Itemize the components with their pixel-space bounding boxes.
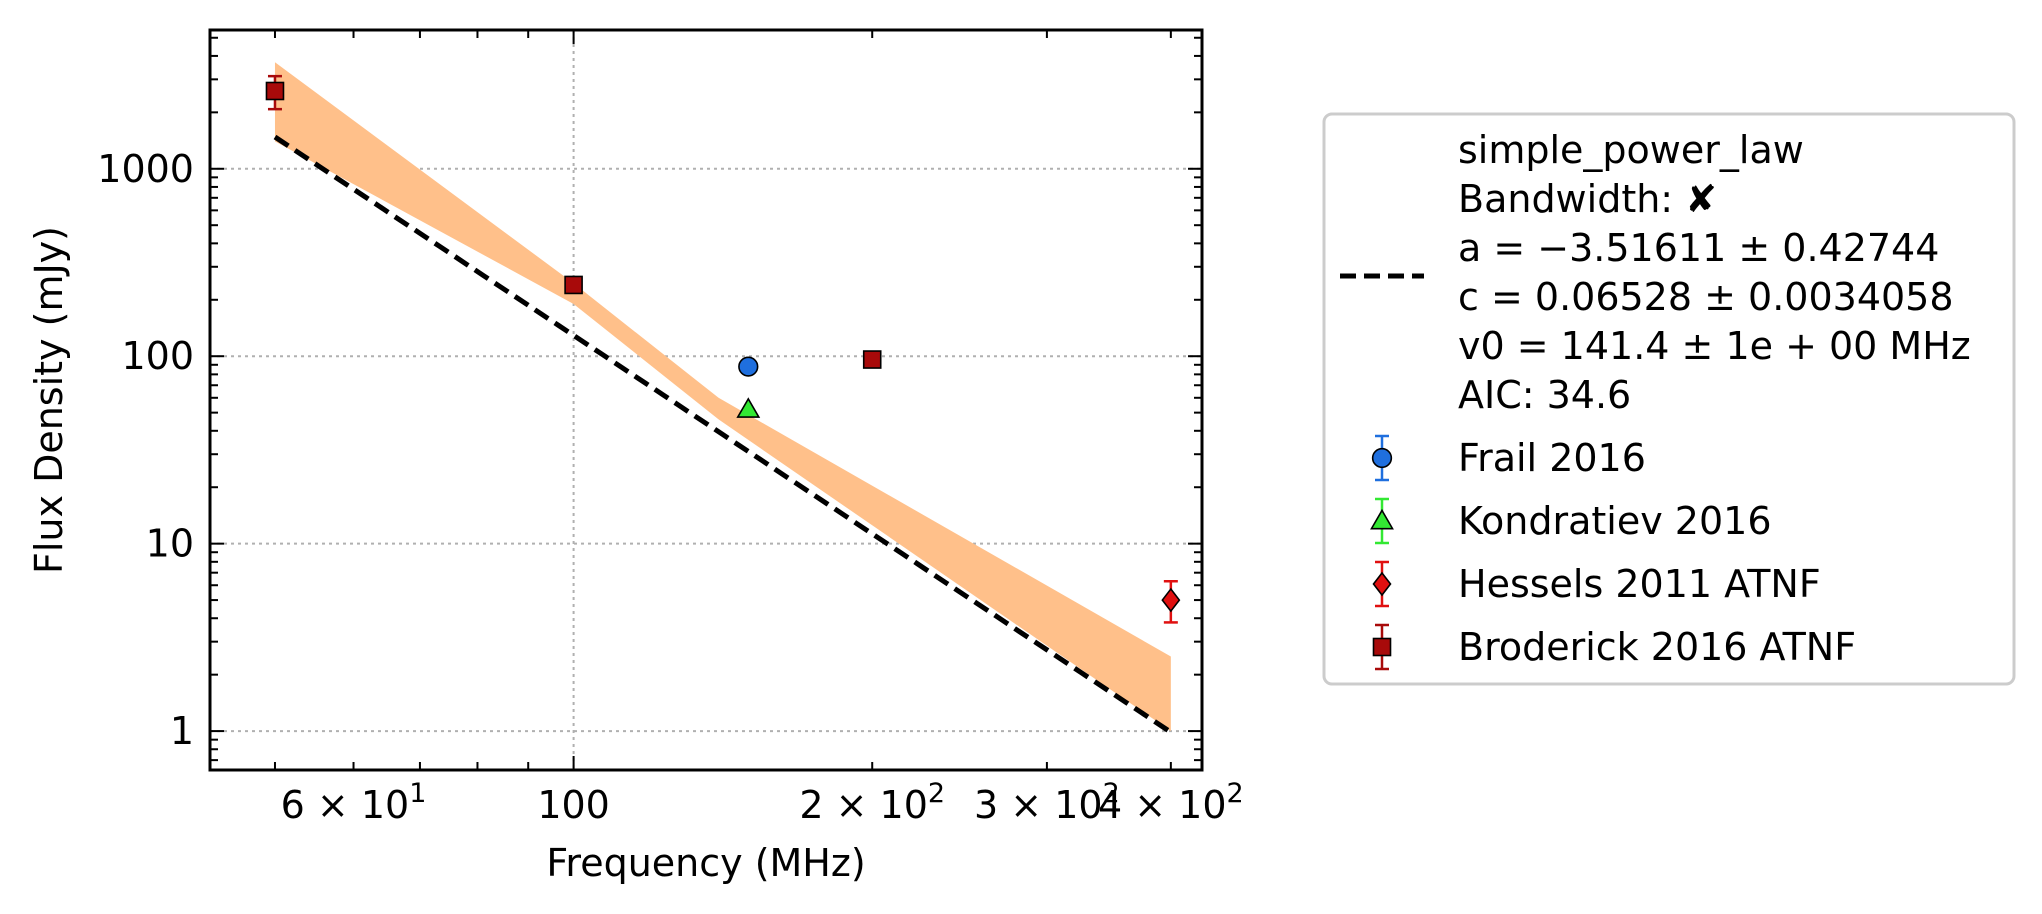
legend-marker — [1372, 571, 1392, 597]
data-point — [564, 275, 583, 295]
x-tick-label-base: 4 × 10 — [1098, 783, 1227, 827]
x-tick-label-base: 3 × 10 — [974, 783, 1103, 827]
data-point — [862, 350, 882, 369]
legend-marker — [1370, 508, 1394, 530]
fit-line-layer — [273, 134, 1173, 735]
x-tick-label: 4 × 102 — [1098, 778, 1244, 827]
data-point — [265, 81, 285, 101]
legend-fit-aic: AIC: 34.6 — [1458, 373, 1631, 417]
x-tick-label: 100 — [537, 783, 610, 827]
x-tick-label-exponent: 2 — [928, 778, 945, 809]
data-point — [1161, 587, 1181, 613]
x-tick-label-exponent: 2 — [1227, 778, 1244, 809]
legend-series-label: Kondratiev 2016 — [1458, 499, 1772, 543]
x-tick-label-base: 6 × 10 — [281, 783, 410, 827]
legend-fit-c: c = 0.06528 ± 0.0034058 — [1458, 275, 1954, 319]
legend-fit-v0: v0 = 141.4 ± 1e + 00 MHz — [1458, 324, 1971, 368]
x-tick-label: 3 × 102 — [974, 778, 1120, 827]
data-point — [736, 397, 761, 418]
legend-fit-name: simple_power_law — [1458, 128, 1804, 172]
x-tick-label-base: 2 × 10 — [799, 783, 928, 827]
legend-series-label: Broderick 2016 ATNF — [1458, 625, 1856, 669]
legend-series-entries: Frail 2016 Kondratiev 2016 Hessels 2011 AT… — [1370, 434, 1856, 671]
fit-band-layer — [274, 62, 1171, 732]
x-tick-label-base: 100 — [537, 783, 610, 827]
legend-fit-a: a = −3.51611 ± 0.42744 — [1458, 226, 1939, 270]
y-tick-label: 100 — [121, 334, 194, 378]
x-tick-label: 2 × 102 — [799, 778, 945, 827]
plot-frame — [208, 28, 1204, 772]
x-tick-label-exponent: 2 — [1103, 778, 1120, 809]
legend-marker — [1372, 637, 1392, 657]
axes-frame — [208, 28, 1204, 772]
grid — [210, 30, 1202, 770]
legend-series-label: Hessels 2011 ATNF — [1458, 562, 1821, 606]
data-point — [738, 356, 759, 377]
legend-marker — [1371, 447, 1393, 469]
x-tick-label-exponent: 1 — [409, 778, 426, 809]
data-points — [265, 74, 1181, 624]
y-tick-label: 1000 — [97, 147, 194, 191]
legend-series-label: Frail 2016 — [1458, 436, 1646, 480]
axis-ticks — [210, 30, 1202, 770]
y-tick-label: 1 — [170, 709, 194, 753]
legend-box — [1322, 112, 2016, 686]
x-tick-label: 6 × 101 — [281, 778, 427, 827]
x-axis-label: Frequency (MHz) — [546, 841, 865, 885]
legend: simple_power_law Bandwidth: ✘ a = −3.516… — [1322, 112, 2016, 686]
y-tick-label: 10 — [146, 522, 194, 566]
legend-fit-bandwidth: Bandwidth: ✘ — [1458, 177, 1717, 221]
fit-uncertainty-band — [274, 62, 1171, 732]
y-axis-label: Flux Density (mJy) — [27, 226, 71, 574]
fit-line — [273, 134, 1173, 735]
